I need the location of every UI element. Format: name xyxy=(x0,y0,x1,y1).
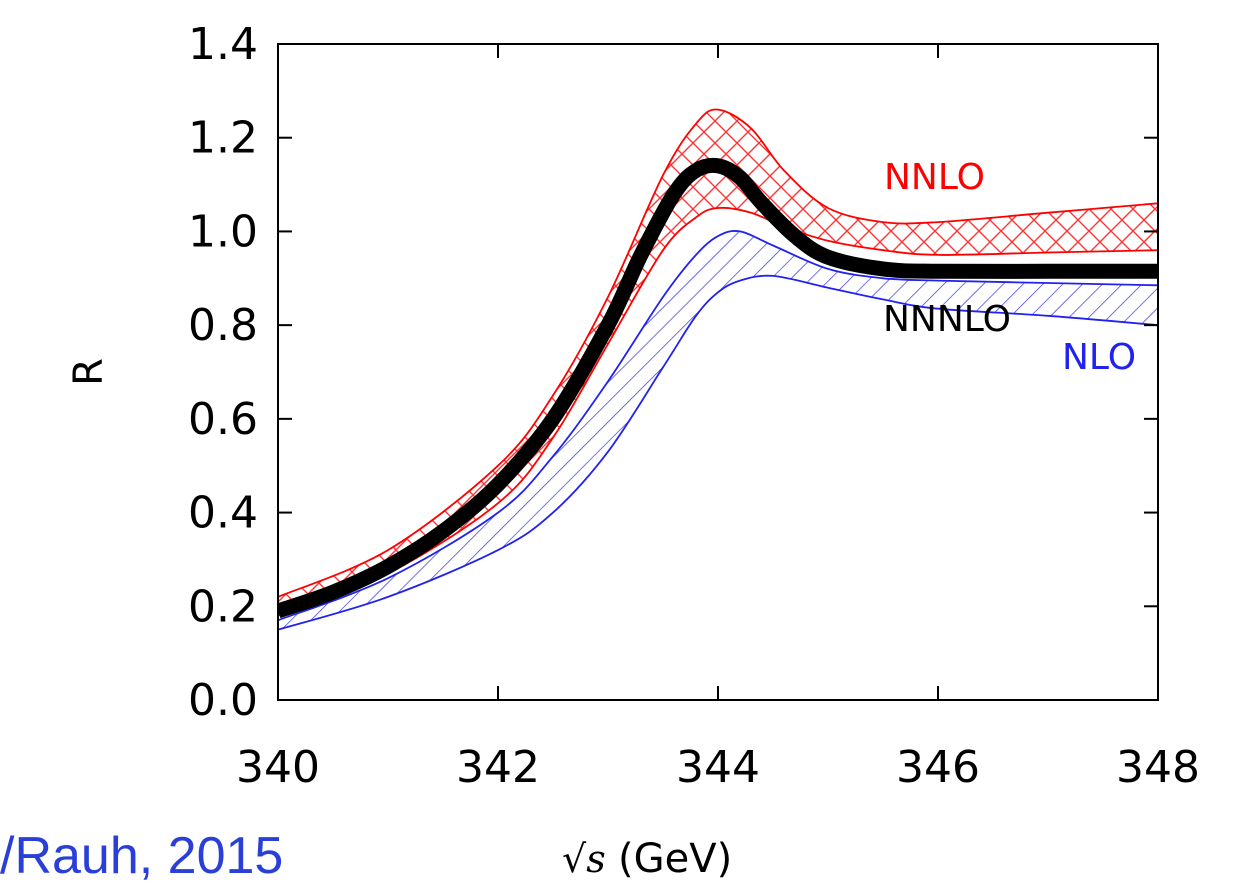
band-nnlo-lower-edge xyxy=(278,206,1158,617)
series-label-nnlo: NNLO xyxy=(884,157,985,198)
y-tick-label: 0.6 xyxy=(188,394,258,445)
x-tick-label: 340 xyxy=(236,742,320,793)
band-nlo-lower-edge xyxy=(278,274,1158,631)
line-nnnlo xyxy=(278,157,1158,619)
lines-group xyxy=(278,108,1158,631)
y-tick-label: 0.2 xyxy=(188,581,258,632)
x-ticks: 340 342 344 346 348 xyxy=(236,44,1200,793)
x-tick-label: 348 xyxy=(1116,742,1200,793)
x-tick-label: 342 xyxy=(456,742,540,793)
y-tick-label: 0.0 xyxy=(188,675,258,726)
y-tick-label: 1.0 xyxy=(188,206,258,257)
x-axis-title-unit: (GeV) xyxy=(618,836,732,882)
y-ticks: 0.0 0.2 0.4 0.6 0.8 1.0 1.2 1.4 xyxy=(188,19,1158,726)
y-tick-label: 0.8 xyxy=(188,300,258,351)
band-nnlo-fill xyxy=(278,109,1158,616)
y-axis-title: R xyxy=(66,358,112,386)
x-tick-label: 346 xyxy=(896,742,980,793)
y-tick-label: 1.2 xyxy=(188,113,258,164)
series-label-nnnlo: NNNLO xyxy=(883,299,1011,340)
band-nnlo-upper-edge xyxy=(278,108,1158,598)
y-tick-label: 1.4 xyxy=(188,19,258,70)
x-tick-label: 344 xyxy=(676,742,760,793)
band-nlo-upper-edge xyxy=(278,230,1158,622)
band-nlo-fill xyxy=(278,230,1158,630)
y-tick-label: 0.4 xyxy=(188,488,258,539)
credit-text: /Rauh, 2015 xyxy=(0,827,284,885)
series-label-nlo: NLO xyxy=(1062,337,1136,378)
x-axis-title-math: √s xyxy=(562,837,606,881)
